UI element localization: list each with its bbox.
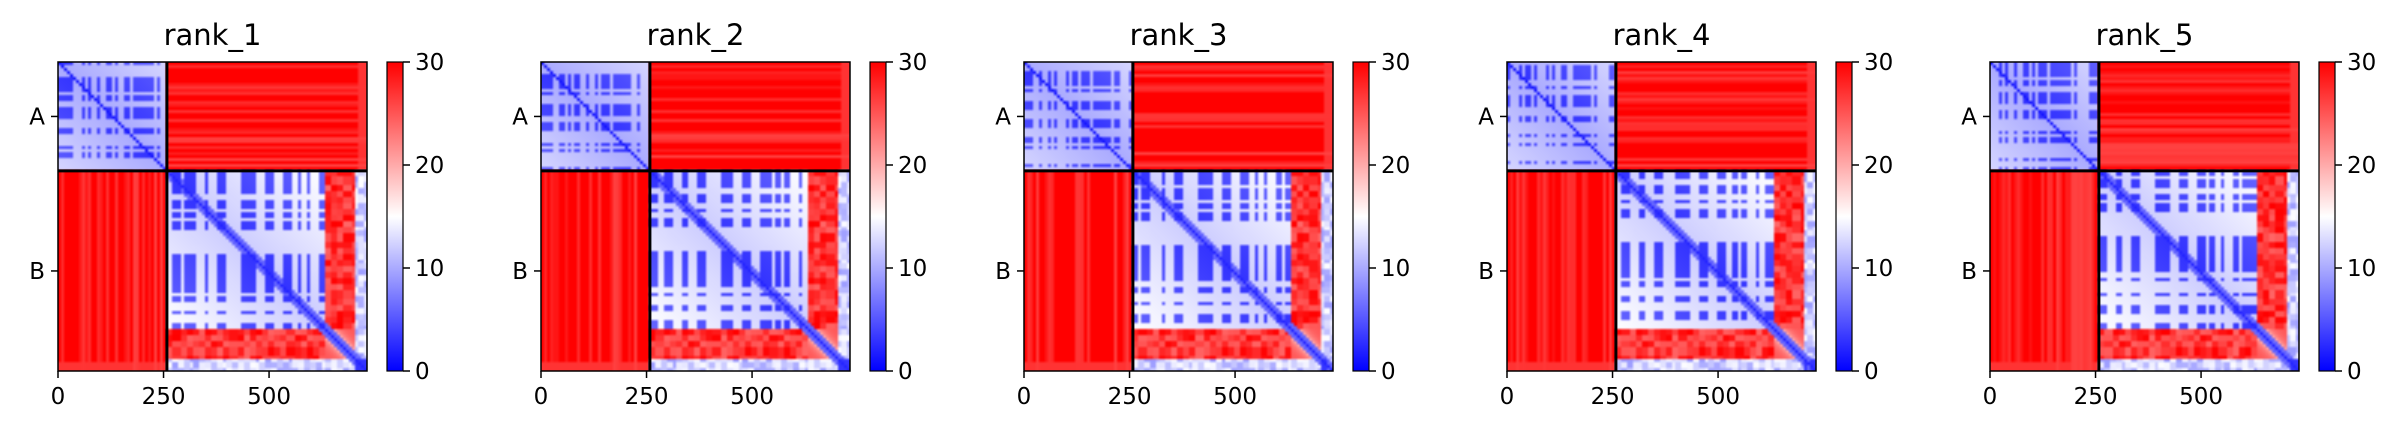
panel-title: rank_1 — [164, 18, 262, 52]
chain-label: B — [512, 259, 528, 285]
colorbar-tick-label: 30 — [1381, 50, 1410, 76]
colorbar-tick-label: 0 — [2347, 359, 2362, 385]
chain-label: B — [1961, 259, 1977, 285]
colorbar-tick-label: 20 — [898, 153, 927, 179]
x-tick-label: 0 — [51, 384, 66, 410]
pae-panel: rank_5 A B 0 250 500 0 10 20 30 — [1961, 18, 2376, 410]
x-tick-label: 250 — [1591, 384, 1635, 410]
chain-label: B — [29, 259, 45, 285]
x-tick-label: 0 — [1983, 384, 1998, 410]
colorbar-tick-label: 0 — [415, 359, 430, 385]
pae-panel: rank_2 A B 0 250 500 0 10 20 30 — [512, 18, 927, 410]
colorbar-tick-label: 30 — [898, 50, 927, 76]
panel-title: rank_2 — [647, 18, 745, 52]
colorbar-tick-label: 10 — [415, 256, 444, 282]
colorbar-tick-label: 10 — [2347, 256, 2376, 282]
plot-frame — [1023, 61, 1334, 372]
colorbar-tick-label: 10 — [1381, 256, 1410, 282]
panel-title: rank_3 — [1130, 18, 1228, 52]
pae-heatmap — [541, 62, 850, 371]
panel-title: rank_4 — [1613, 18, 1711, 52]
colorbar-tick-label: 20 — [1381, 153, 1410, 179]
plot-frame — [1989, 61, 2300, 372]
pae-heatmap — [1990, 62, 2299, 371]
chain-label: A — [1478, 104, 1494, 130]
colorbar-tick-label: 0 — [1864, 359, 1879, 385]
x-tick-label: 500 — [247, 384, 291, 410]
x-tick-label: 500 — [1696, 384, 1740, 410]
pae-heatmap — [1024, 62, 1333, 371]
chain-label: B — [1478, 259, 1494, 285]
colorbar-tick-label: 30 — [2347, 50, 2376, 76]
chain-label: A — [512, 104, 528, 130]
x-tick-label: 250 — [1108, 384, 1152, 410]
colorbar — [386, 61, 404, 372]
pae-heatmap — [1507, 62, 1816, 371]
plot-frame — [1506, 61, 1817, 372]
pae-panel: rank_1 A B 0 250 500 0 10 20 30 — [29, 18, 444, 410]
colorbar-tick-label: 0 — [1381, 359, 1396, 385]
colorbar-tick-label: 30 — [415, 50, 444, 76]
x-tick-label: 500 — [2179, 384, 2223, 410]
colorbar — [2318, 61, 2336, 372]
x-tick-label: 250 — [625, 384, 669, 410]
colorbar-tick-label: 10 — [898, 256, 927, 282]
colorbar-tick-label: 10 — [1864, 256, 1893, 282]
x-tick-label: 0 — [1500, 384, 1515, 410]
panel-title: rank_5 — [2096, 18, 2194, 52]
x-tick-label: 0 — [534, 384, 549, 410]
pae-heatmap — [58, 62, 367, 371]
colorbar — [869, 61, 887, 372]
x-tick-label: 500 — [1213, 384, 1257, 410]
x-tick-label: 250 — [142, 384, 186, 410]
pae-panel: rank_4 A B 0 250 500 0 10 20 30 — [1478, 18, 1893, 410]
x-tick-label: 250 — [2074, 384, 2118, 410]
colorbar-tick-label: 20 — [1864, 153, 1893, 179]
colorbar-tick-label: 30 — [1864, 50, 1893, 76]
colorbar — [1352, 61, 1370, 372]
chain-label: A — [1961, 104, 1977, 130]
chain-label: A — [995, 104, 1011, 130]
x-tick-label: 0 — [1017, 384, 1032, 410]
pae-panel: rank_3 A B 0 250 500 0 10 20 30 — [995, 18, 1410, 410]
plot-frame — [57, 61, 368, 372]
chain-label: A — [29, 104, 45, 130]
colorbar — [1835, 61, 1853, 372]
chain-label: B — [995, 259, 1011, 285]
colorbar-tick-label: 20 — [2347, 153, 2376, 179]
colorbar-tick-label: 20 — [415, 153, 444, 179]
x-tick-label: 500 — [730, 384, 774, 410]
plot-frame — [540, 61, 851, 372]
colorbar-tick-label: 0 — [898, 359, 913, 385]
